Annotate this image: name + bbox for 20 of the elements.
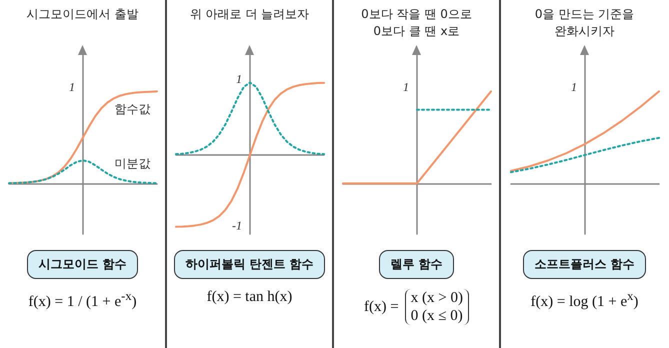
annotation: 1 <box>570 80 576 94</box>
annotation: 1 <box>402 80 408 94</box>
series-label: 미분값 <box>114 156 150 171</box>
annotation: 1 <box>68 80 74 94</box>
text: 소프트플러스 함수 <box>523 250 646 279</box>
series-label: 함수값 <box>114 102 150 116</box>
text: f(x) = tan h(x) <box>206 289 292 306</box>
chart-title: 0을 만드는 기준을 완화시키자 <box>534 6 634 40</box>
chart-title: 시그모이드에서 출발 <box>26 6 138 23</box>
text: 시그모이드 함수 <box>27 250 138 279</box>
annotation: -1 <box>232 218 242 232</box>
text: 하이퍼볼릭 탄젠트 함수 <box>174 250 325 279</box>
text: x (x > 0) 0 (x ≤ 0) <box>404 289 469 325</box>
text: f(x) = 1 / (1 + e$^{-x}$) <box>28 289 137 311</box>
chart-title: 0보다 작을 땐 0으로 0보다 클 땐 x로 <box>361 6 472 40</box>
text: f(x) = <box>364 298 399 316</box>
chart-title: 위 아래로 더 늘려보자 <box>190 6 310 23</box>
text: f(x) = log (1 + e$^{x}$) <box>530 289 638 311</box>
text: 렐루 함수 <box>379 250 454 279</box>
annotation: 1 <box>236 72 242 86</box>
